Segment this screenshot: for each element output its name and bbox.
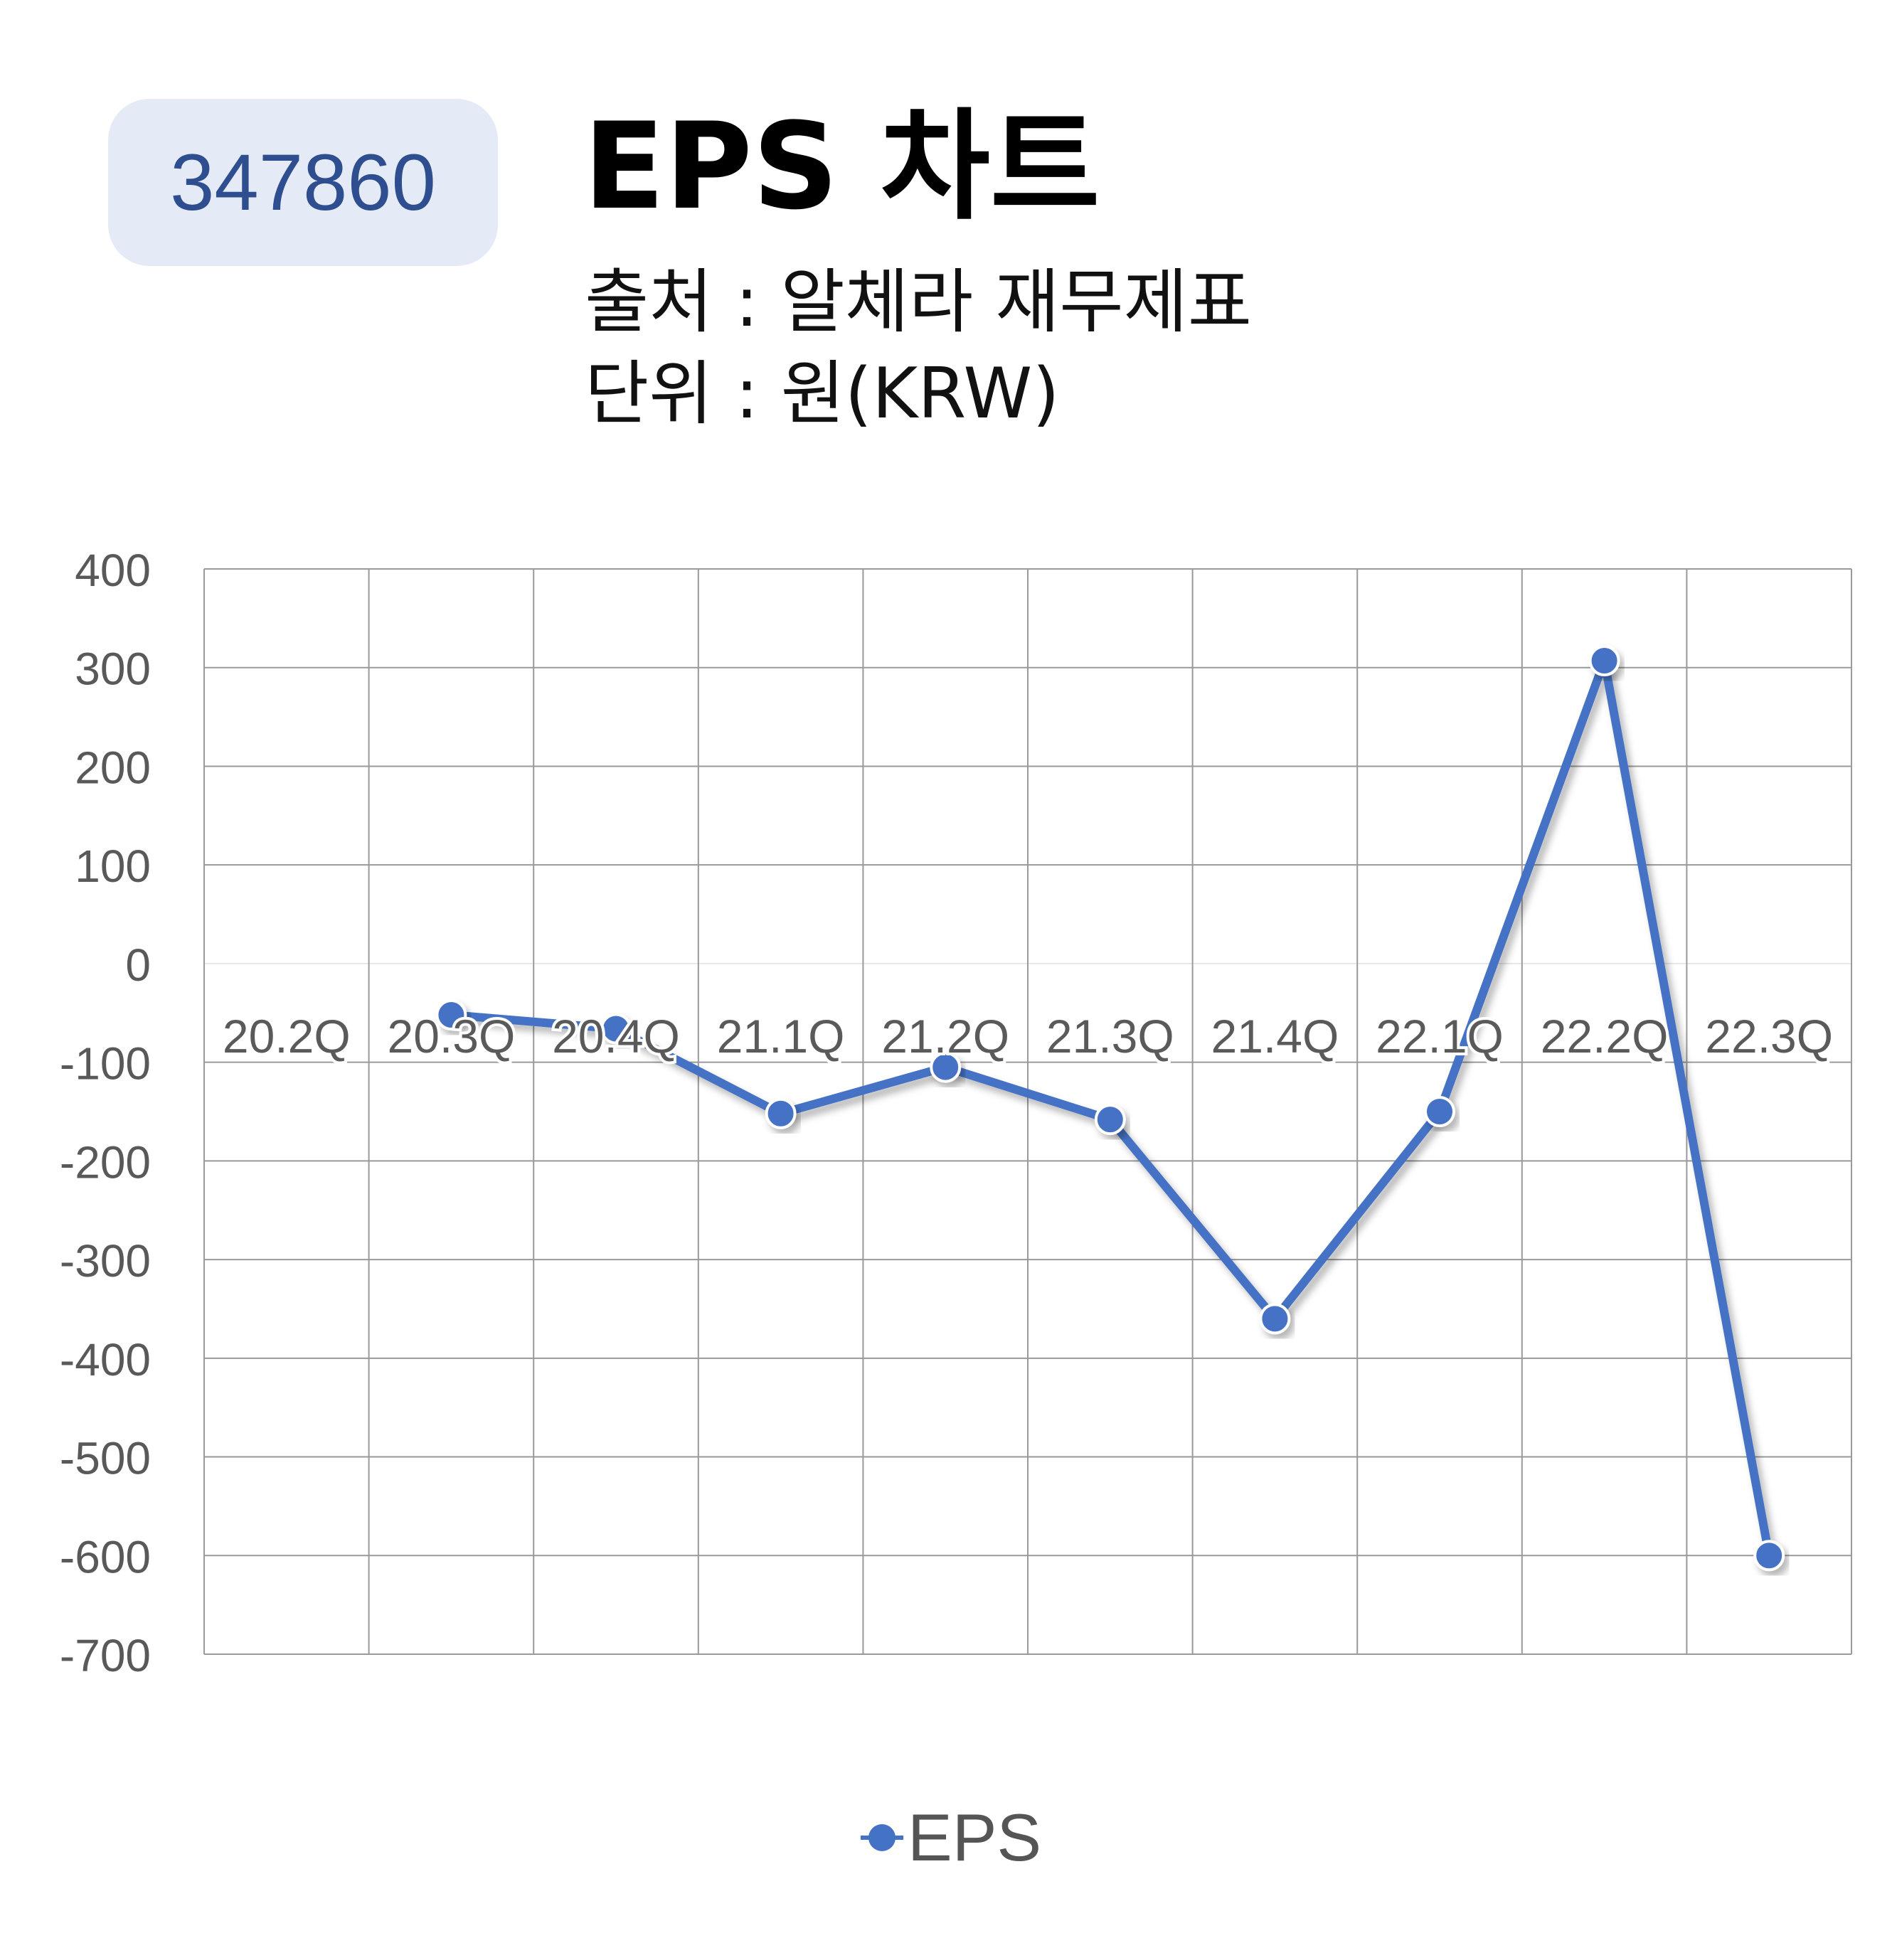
x-tick-label: 22.2Q <box>1541 1010 1669 1062</box>
legend-marker-icon <box>861 1816 903 1859</box>
y-tick-label: 0 <box>125 939 151 991</box>
eps-line-chart: 400 300 200 100 0 -100 -200 -300 -400 -500 -600 -70… <box>60 545 1852 1681</box>
x-tick-label: 20.3Q <box>388 1010 516 1062</box>
y-tick-label: 200 <box>75 742 151 793</box>
y-tick-label: -400 <box>60 1334 151 1385</box>
eps-data-point <box>1753 1540 1785 1572</box>
x-tick-label: 21.2Q <box>881 1010 1009 1062</box>
legend-label: EPS <box>908 1800 1042 1875</box>
x-tick-label: 21.4Q <box>1211 1010 1339 1062</box>
y-tick-label: -200 <box>60 1136 151 1188</box>
eps-data-point <box>1424 1096 1455 1127</box>
stock-code: 347860 <box>170 138 436 227</box>
x-axis: 20.2Q 20.3Q 20.4Q 21.1Q 21.2Q 21.3Q 21.4Q 22.1Q… <box>220 1007 1836 1065</box>
x-tick-label: 21.1Q <box>717 1010 845 1062</box>
y-tick-label: 400 <box>75 545 151 596</box>
y-tick-label: -700 <box>60 1630 151 1681</box>
x-tick-label: 21.3Q <box>1046 1010 1174 1062</box>
stock-code-badge: 347860 <box>108 99 498 266</box>
y-tick-label: 300 <box>75 644 151 695</box>
series-eps <box>435 645 1785 1572</box>
x-tick-label: 20.2Q <box>223 1010 351 1062</box>
unit-note: 단위 : 원(KRW) <box>585 353 1060 435</box>
x-tick-label: 22.1Q <box>1376 1010 1504 1062</box>
y-axis: 400 300 200 100 0 -100 -200 -300 -400 -500 -600 -70… <box>60 545 151 1681</box>
legend: EPS <box>861 1799 1041 1876</box>
grid <box>203 568 1852 1655</box>
y-tick-label: -100 <box>60 1038 151 1090</box>
eps-data-point <box>435 999 467 1031</box>
y-tick-label: -300 <box>60 1235 151 1287</box>
eps-data-point <box>1588 645 1620 677</box>
eps-data-point <box>1259 1303 1291 1335</box>
x-tick-label: 20.4Q <box>552 1010 680 1062</box>
chart-title: EPS 차트 <box>583 97 1100 236</box>
eps-data-point <box>600 1013 632 1045</box>
source-note: 출처 : 알체라 재무제표 <box>585 262 1252 343</box>
eps-data-point <box>1094 1104 1126 1136</box>
eps-data-point <box>930 1051 962 1083</box>
y-tick-label: -600 <box>60 1531 151 1582</box>
x-tick-label: 22.3Q <box>1705 1010 1833 1062</box>
y-tick-label: -500 <box>60 1433 151 1484</box>
eps-data-point <box>765 1097 797 1129</box>
y-tick-label: 100 <box>75 841 151 892</box>
